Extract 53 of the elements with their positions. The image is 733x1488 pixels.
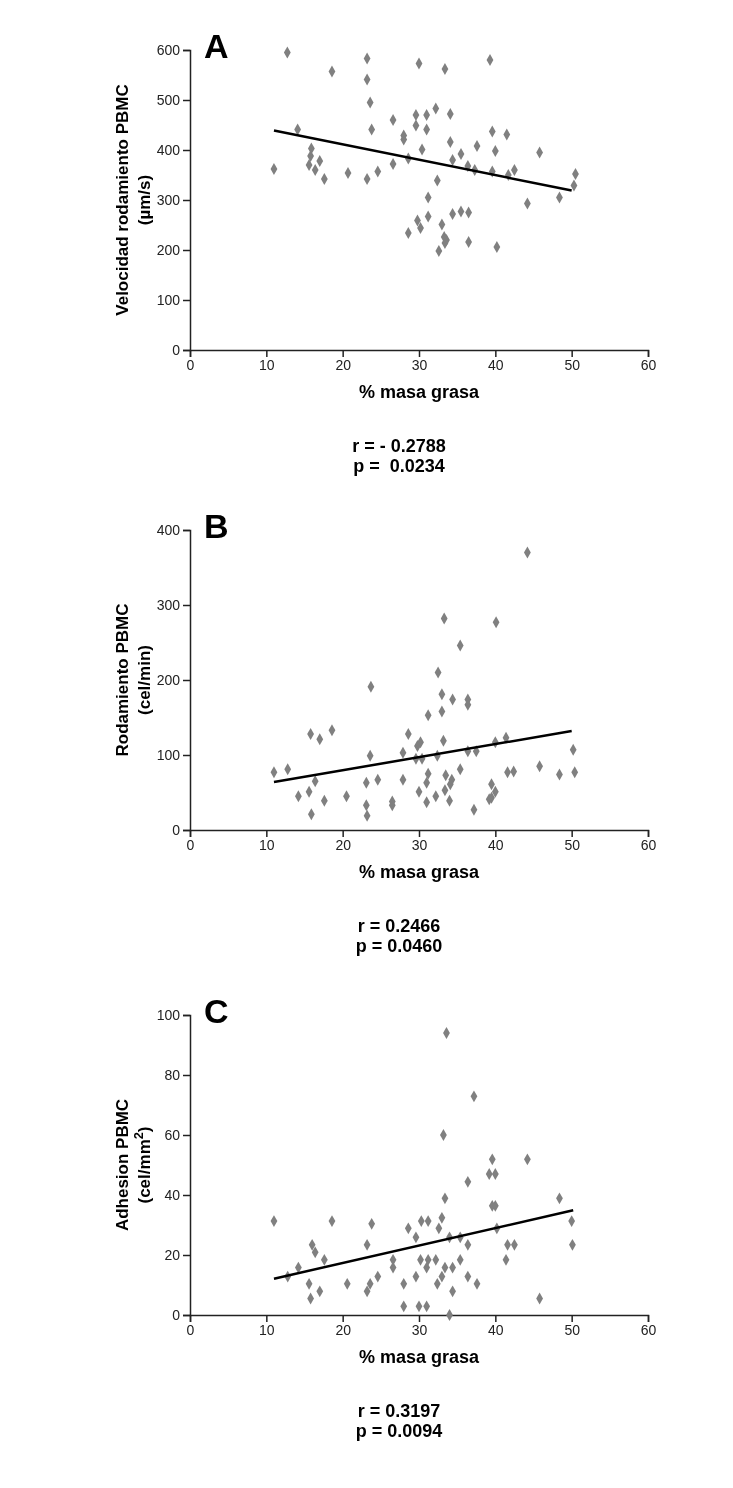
x-tick-label: 40 [488,356,504,373]
x-tick-label: 40 [488,1321,504,1338]
y-tick-label: 400 [156,141,181,158]
y-tick-label: 200 [156,241,181,258]
text: r = 0.2466 [357,916,441,936]
x-axis-title: % masa grasa [358,1347,481,1367]
x-tick-label: 50 [564,1321,581,1338]
chart-title: C [204,992,229,1030]
chart-title: B [204,507,229,545]
y-tick-label: 100 [156,291,181,308]
x-tick-label: 10 [259,1321,275,1338]
x-tick-label: 20 [335,836,352,853]
y-tick-label: 40 [164,1186,181,1203]
x-tick-label: 60 [640,836,657,853]
x-axis-title: % masa grasa [358,862,481,882]
x-tick-label: 0 [186,836,195,853]
y-tick-label: 600 [156,41,181,58]
y-tick-label: 60 [164,1126,181,1143]
y-tick-label: 20 [164,1246,181,1263]
x-tick-label: 10 [259,356,275,373]
x-tick-label: 0 [186,1321,195,1338]
y-tick-label: 200 [156,671,181,688]
x-tick-label: 30 [411,356,428,373]
y-tick-label: 0 [172,821,181,838]
y-tick-label: 0 [172,1306,181,1323]
y-tick-label: 300 [156,596,181,613]
y-tick-label: 100 [156,1006,181,1023]
y-tick-label: 400 [156,521,181,538]
x-tick-label: 10 [259,836,275,853]
x-tick-label: 20 [335,356,352,373]
x-tick-label: 20 [335,1321,352,1338]
y-tick-label: 300 [156,191,181,208]
y-axis-title: Rodamiento PBMC (cel/min) [113,603,154,757]
y-axis-title: Velocidad rodamiento PBMC (µm/s) [113,84,154,316]
y-tick-label: 80 [164,1066,181,1083]
text: p = 0.0234 [353,456,445,476]
y-tick-label: 0 [172,341,181,358]
x-tick-label: 50 [564,356,581,373]
text: r = 0.3197 [357,1401,441,1421]
x-tick-label: 40 [488,836,504,853]
x-tick-label: 0 [186,356,195,373]
text: r = - 0.2788 [352,436,446,456]
x-tick-label: 30 [411,836,428,853]
text: p = 0.0094 [355,1421,443,1441]
x-tick-label: 50 [564,836,581,853]
x-tick-label: 60 [640,356,657,373]
text: p = 0.0460 [355,936,443,956]
x-tick-label: 30 [411,1321,428,1338]
x-axis-title: % masa grasa [358,382,481,402]
y-tick-label: 100 [156,746,181,763]
y-tick-label: 500 [156,91,181,108]
x-tick-label: 60 [640,1321,657,1338]
chart-title: A [204,27,229,65]
